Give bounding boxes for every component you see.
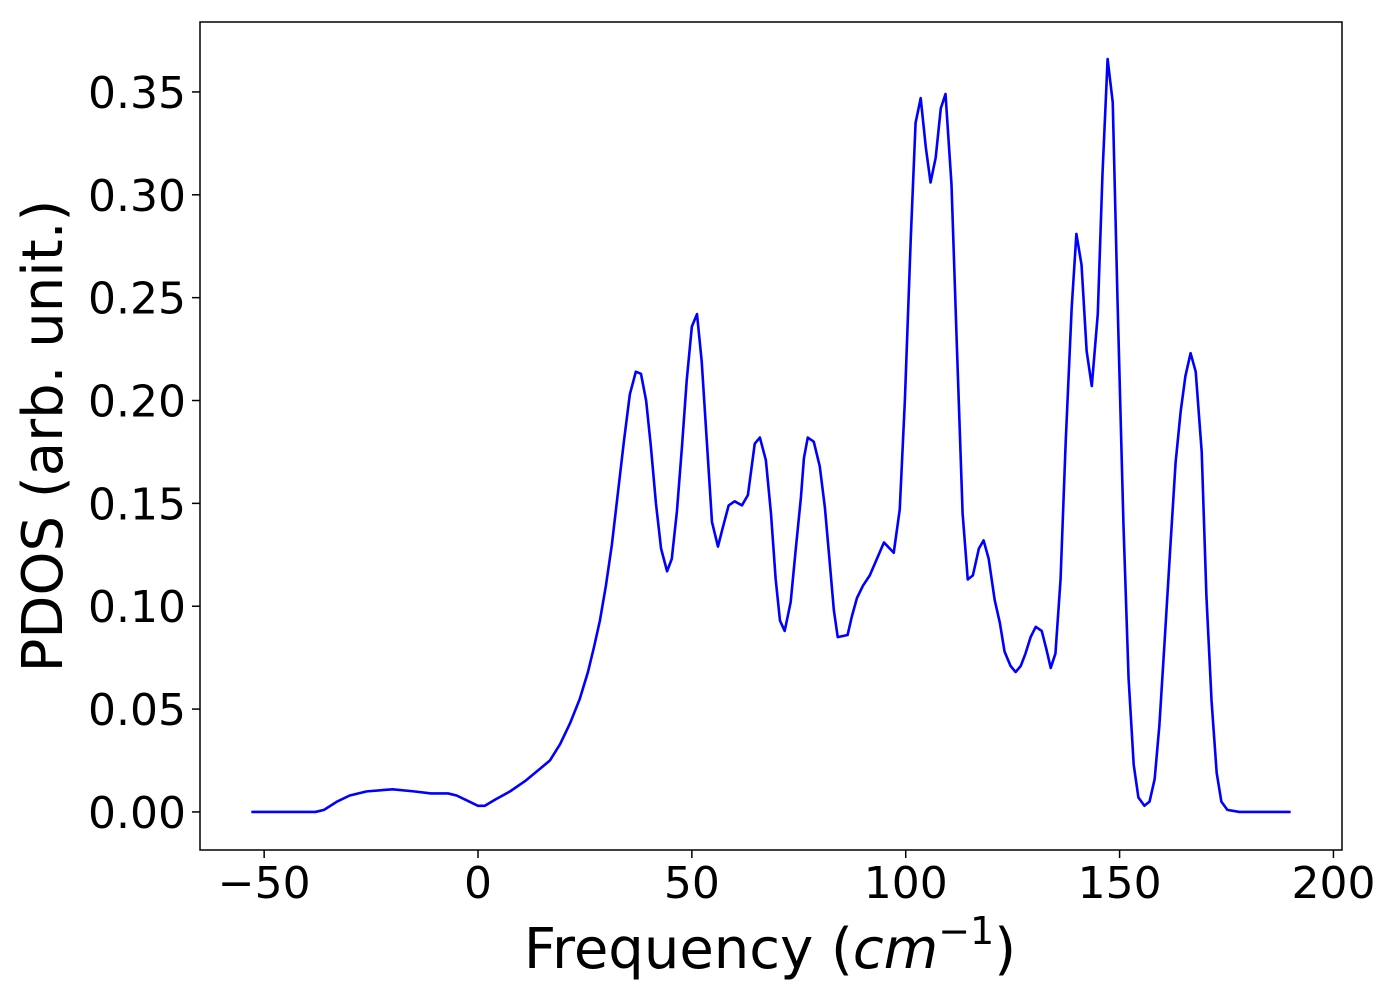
y-tick-label: 0.05 <box>88 685 186 736</box>
y-tick-label: 0.30 <box>88 171 186 222</box>
y-tick-label: 0.00 <box>88 788 186 839</box>
x-label-exponent: −1 <box>938 909 994 953</box>
x-tick-label: 100 <box>864 858 948 909</box>
y-tick-label: 0.35 <box>88 68 186 119</box>
x-tick-label: 0 <box>464 858 492 909</box>
y-tick-label: 0.15 <box>88 479 186 530</box>
y-axis-label: PDOS (arb. unit.) <box>11 200 76 673</box>
data-line <box>251 57 1291 814</box>
x-tick-label: 200 <box>1291 858 1375 909</box>
x-label-text: Frequency ( <box>524 917 853 982</box>
plot-frame <box>199 21 1343 851</box>
y-tick-label: 0.25 <box>88 274 186 325</box>
x-tick-label: 50 <box>664 858 720 909</box>
y-tick-label: 0.20 <box>88 377 186 428</box>
y-tick-label: 0.10 <box>88 582 186 633</box>
x-tick-label: −50 <box>218 858 311 909</box>
x-label-unit: cm <box>853 917 938 982</box>
x-label-close: ) <box>994 917 1016 982</box>
x-tick-label: 150 <box>1078 858 1162 909</box>
x-axis-label: Frequency (cm−1) <box>524 909 1016 982</box>
